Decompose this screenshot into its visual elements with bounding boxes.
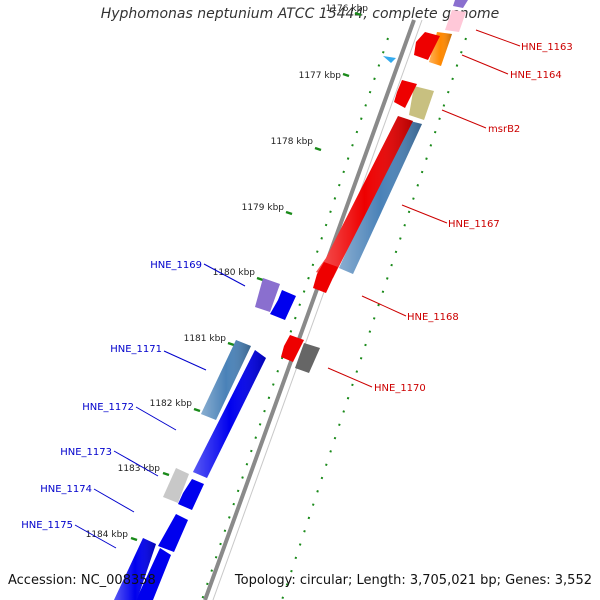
forward-label-leaders: [327, 29, 521, 388]
gene-hne-1175[interactable]: [158, 514, 188, 552]
label-hne-1168[interactable]: HNE_1168: [407, 312, 459, 323]
tick-label-1184: 1184 kbp: [86, 530, 129, 540]
tick-label-1180: 1180 kbp: [213, 268, 256, 278]
accession-label: Accession:: [8, 573, 77, 588]
gene-msrb2[interactable]: [409, 86, 434, 120]
outer-tick-track: [201, 37, 389, 600]
label-hne-1169[interactable]: HNE_1169: [150, 260, 202, 271]
gene-hne-1171-shade: [201, 340, 251, 420]
label-hne-1164[interactable]: HNE_1164: [510, 70, 562, 81]
gene-hne-1163[interactable]: [445, 10, 466, 32]
gene-hne-1167-shade: [339, 120, 422, 274]
label-hne-1163[interactable]: HNE_1163: [521, 42, 573, 53]
position-marker-icon: [383, 56, 396, 63]
accession-value: NC_008358: [80, 573, 156, 588]
tick-label-1178: 1178 kbp: [271, 137, 314, 147]
tick-label-1177: 1177 kbp: [299, 71, 342, 81]
label-hne-1167[interactable]: HNE_1167: [448, 219, 500, 230]
forward-gene-labels: HNE_1163 HNE_1164 msrB2 HNE_1167 HNE_116…: [374, 42, 573, 394]
label-hne-1172[interactable]: HNE_1172: [82, 402, 134, 413]
backbone-line: [203, 19, 416, 600]
gene-red-lower[interactable]: [313, 262, 338, 293]
tick-label-1181: 1181 kbp: [184, 334, 227, 344]
gene-hne-1170[interactable]: [295, 343, 320, 373]
reverse-gene-labels: HNE_1169 HNE_1171 HNE_1172 HNE_1173 HNE_…: [21, 260, 202, 531]
gene-top-purple[interactable]: [453, 0, 468, 8]
tick-label-1183: 1183 kbp: [118, 464, 161, 474]
reverse-strand-genes: [281, 32, 440, 362]
label-hne-1170[interactable]: HNE_1170: [374, 383, 426, 394]
tick-label-1176: 1176 kbp: [326, 4, 369, 14]
gene-blue-bottom-b[interactable]: [136, 548, 171, 600]
gene-hne-1169[interactable]: [255, 278, 280, 312]
accession-text: Accession: NC_008358: [8, 573, 156, 588]
gene-hne-1168-shade: [316, 116, 413, 278]
backbone-line-inner: [212, 19, 423, 600]
gene-hne-1172-shade: [193, 350, 266, 478]
tick-marks: [130, 11, 362, 542]
tick-label-1179: 1179 kbp: [242, 203, 285, 213]
label-hne-1171[interactable]: HNE_1171: [110, 344, 162, 355]
topology-text: Topology: circular; Length: 3,705,021 bp…: [234, 573, 592, 588]
gene-red-2[interactable]: [394, 80, 417, 108]
tick-labels: 1176 kbp 1177 kbp 1178 kbp 1179 kbp 1180…: [86, 4, 369, 540]
tick-label-1182: 1182 kbp: [150, 399, 193, 409]
gene-hne-1174[interactable]: [178, 479, 204, 510]
gene-red-small[interactable]: [281, 335, 304, 362]
gene-red-top[interactable]: [414, 32, 440, 60]
gene-hne-1173[interactable]: [163, 468, 189, 503]
map-title: Hyphomonas neptunium ATCC 15444, complet…: [100, 6, 500, 22]
label-hne-1175[interactable]: HNE_1175: [21, 520, 73, 531]
reverse-label-leaders: [74, 263, 246, 549]
label-hne-1173[interactable]: HNE_1173: [60, 447, 112, 458]
inner-tick-track: [281, 37, 467, 600]
label-msrb2[interactable]: msrB2: [488, 124, 520, 135]
label-hne-1174[interactable]: HNE_1174: [40, 484, 92, 495]
left-group-genes: [114, 278, 296, 600]
gene-blue-bottom-shade: [114, 538, 156, 600]
gene-blue-1169b[interactable]: [270, 290, 296, 320]
